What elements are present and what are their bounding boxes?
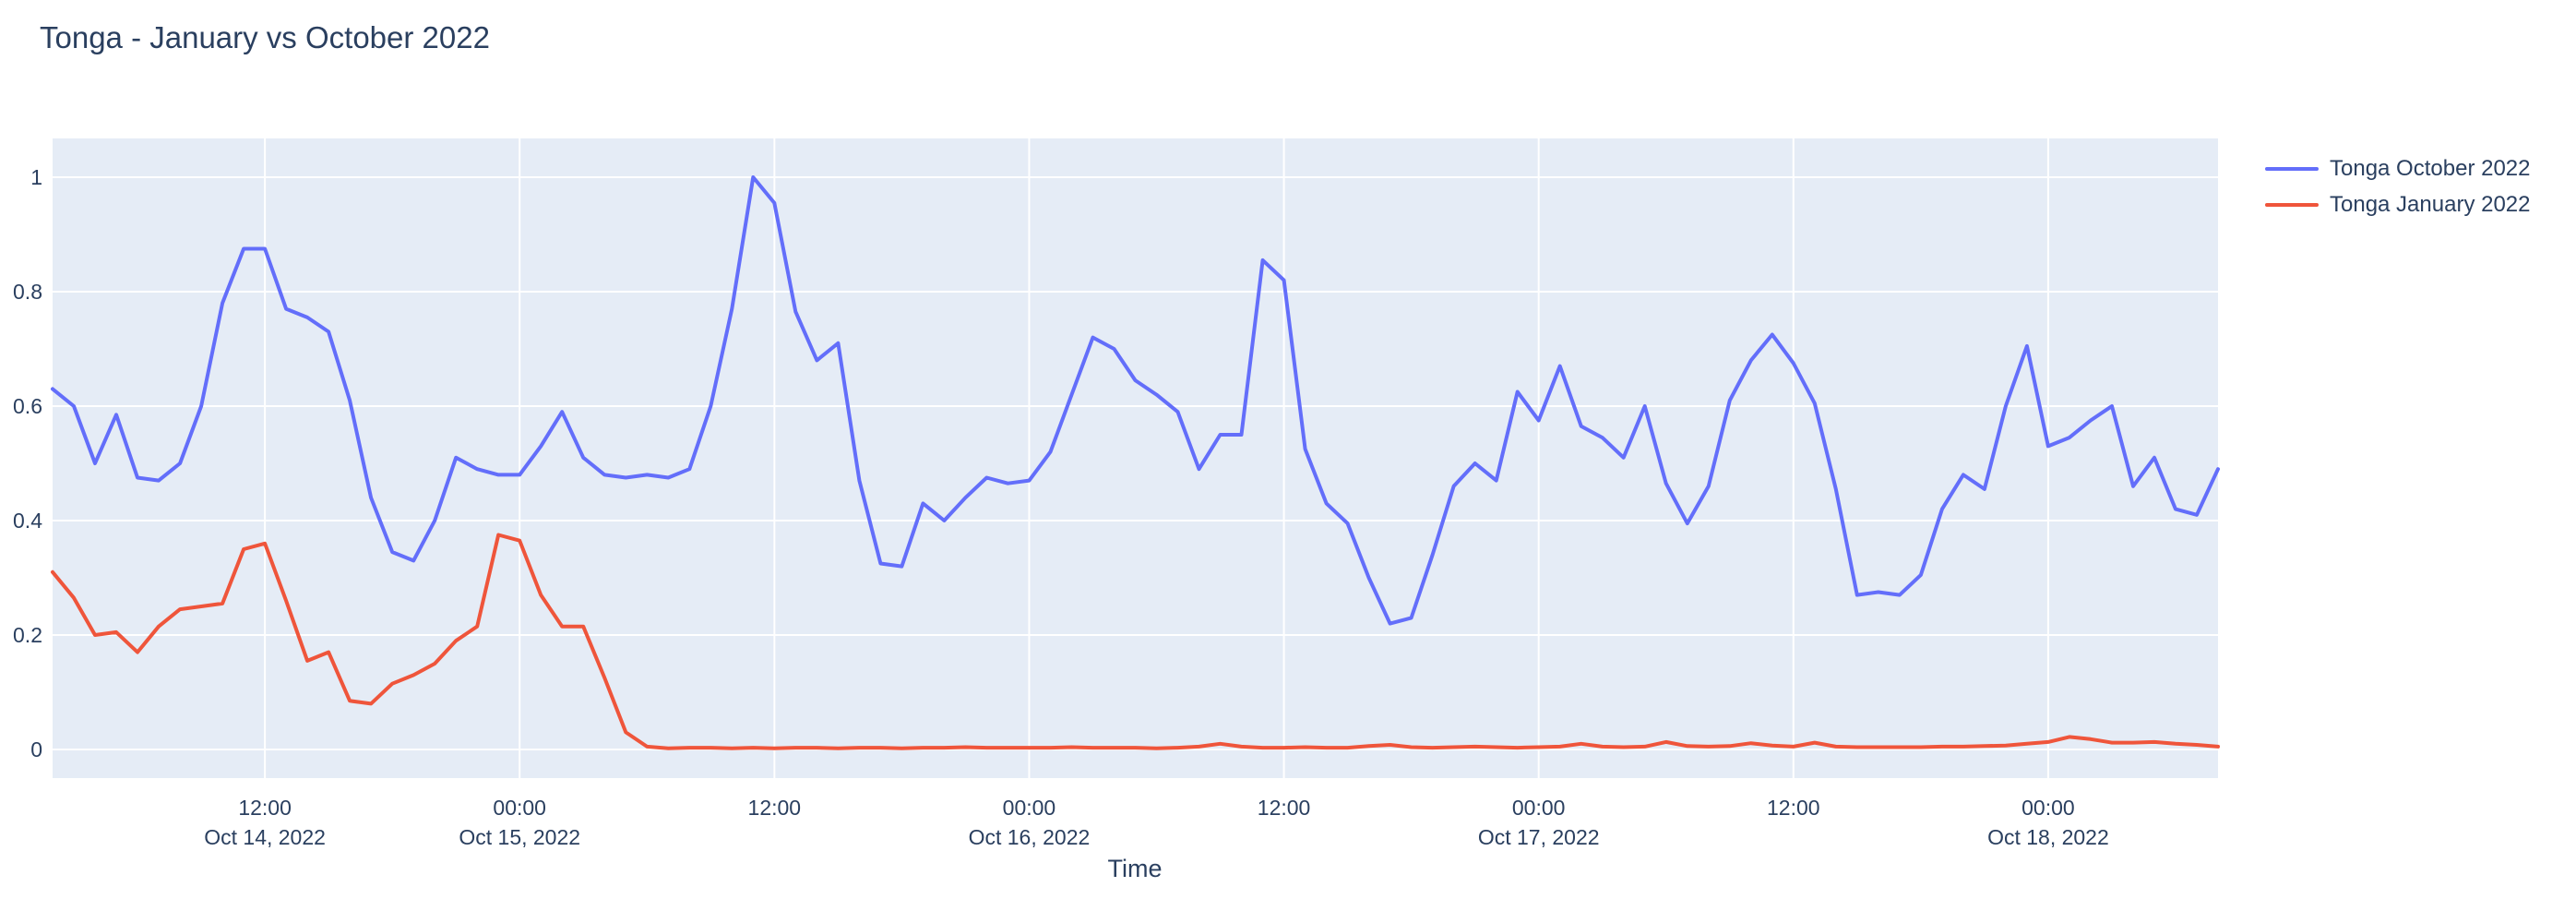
legend-item-tonga-october-2022[interactable]: Tonga October 2022 xyxy=(2265,150,2531,186)
x-tick-label-time: 12:00 xyxy=(1767,796,1820,820)
legend: Tonga October 2022 Tonga January 2022 xyxy=(2265,150,2531,222)
y-tick-label: 0 xyxy=(30,737,42,761)
legend-label-october: Tonga October 2022 xyxy=(2330,155,2531,181)
chart-title: Tonga - January vs October 2022 xyxy=(40,20,490,54)
x-axis-title: Time xyxy=(1107,855,1163,882)
x-tick-label-date: Oct 17, 2022 xyxy=(1478,825,1600,849)
plot-background xyxy=(53,138,2218,778)
y-tick-label: 1 xyxy=(30,165,42,189)
legend-label-january: Tonga January 2022 xyxy=(2330,191,2531,217)
series-line-tonga-january-2022 xyxy=(51,533,2220,750)
x-tick-label-time: 12:00 xyxy=(748,796,802,820)
x-tick-label-date: Oct 14, 2022 xyxy=(204,825,326,849)
y-tick-label: 0.8 xyxy=(13,280,42,304)
x-tick-label-time: 00:00 xyxy=(493,796,546,820)
x-tick-label-date: Oct 15, 2022 xyxy=(459,825,580,849)
x-tick-label-time: 12:00 xyxy=(1258,796,1311,820)
x-tick-label-time: 00:00 xyxy=(1003,796,1056,820)
x-tick-label-time: 00:00 xyxy=(2021,796,2075,820)
y-tick-label: 0.2 xyxy=(13,623,42,647)
x-tick-label-time: 00:00 xyxy=(1512,796,1566,820)
y-tick-label: 0.4 xyxy=(13,509,42,533)
legend-line-swatch-january xyxy=(2265,202,2319,207)
legend-item-tonga-january-2022[interactable]: Tonga January 2022 xyxy=(2265,186,2531,222)
x-tick-label-date: Oct 18, 2022 xyxy=(1987,825,2109,849)
series-line-tonga-october-2022 xyxy=(51,175,2220,626)
x-tick-label-date: Oct 16, 2022 xyxy=(969,825,1091,849)
legend-line-swatch-october xyxy=(2265,166,2319,171)
x-tick-label-time: 12:00 xyxy=(238,796,292,820)
y-tick-label: 0.6 xyxy=(13,394,42,418)
